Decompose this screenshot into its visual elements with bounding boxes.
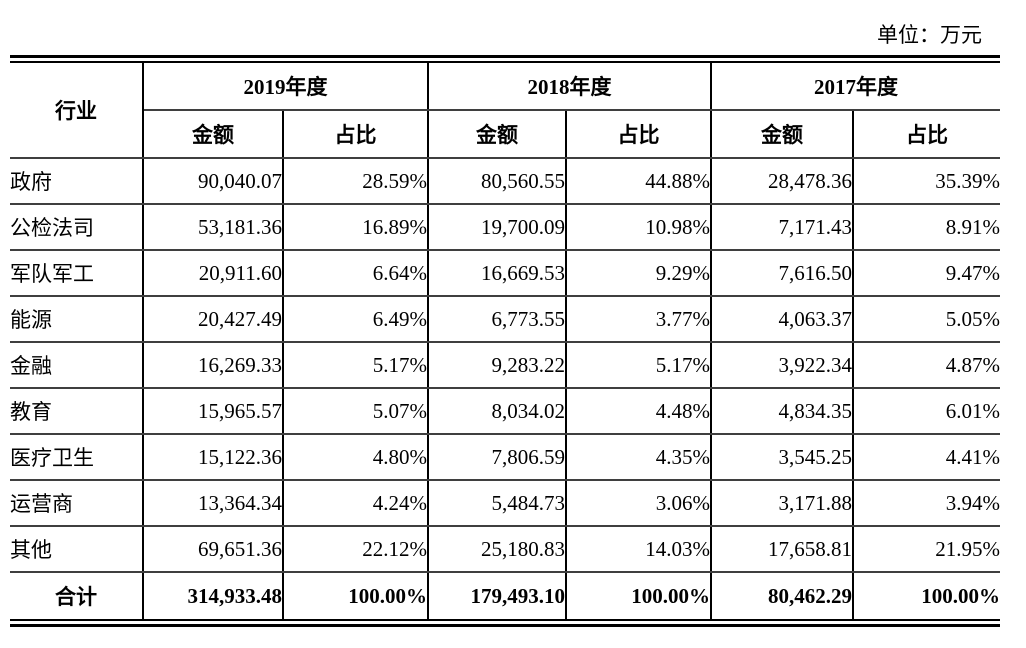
ratio-cell: 4.41% xyxy=(852,433,1000,481)
table-row: 公检法司 53,181.36 16.89% 19,700.09 10.98% 7… xyxy=(10,203,1000,251)
ratio-cell: 4.35% xyxy=(565,433,712,481)
industry-cell: 公检法司 xyxy=(10,203,144,251)
ratio-cell: 4.24% xyxy=(282,479,429,527)
industry-cell: 其他 xyxy=(10,525,144,573)
amount-cell: 19,700.09 xyxy=(427,203,567,251)
col-header-amount-2018: 金额 xyxy=(427,109,567,159)
industry-cell: 医疗卫生 xyxy=(10,433,144,481)
total-ratio-cell: 100.00% xyxy=(282,571,429,619)
total-amount-cell: 80,462.29 xyxy=(710,571,854,619)
total-row: 合计 314,933.48 100.00% 179,493.10 100.00%… xyxy=(10,571,1000,619)
amount-cell: 80,560.55 xyxy=(427,157,567,205)
amount-cell: 16,269.33 xyxy=(142,341,284,389)
ratio-cell: 4.80% xyxy=(282,433,429,481)
amount-cell: 28,478.36 xyxy=(710,157,854,205)
ratio-cell: 35.39% xyxy=(852,157,1000,205)
amount-cell: 17,658.81 xyxy=(710,525,854,573)
col-header-amount-2017: 金额 xyxy=(710,109,854,159)
ratio-cell: 4.87% xyxy=(852,341,1000,389)
amount-cell: 3,922.34 xyxy=(710,341,854,389)
ratio-cell: 6.01% xyxy=(852,387,1000,435)
ratio-cell: 16.89% xyxy=(282,203,429,251)
industry-cell: 教育 xyxy=(10,387,144,435)
table-row: 军队军工 20,911.60 6.64% 16,669.53 9.29% 7,6… xyxy=(10,249,1000,297)
ratio-cell: 5.17% xyxy=(565,341,712,389)
amount-cell: 15,965.57 xyxy=(142,387,284,435)
total-ratio-cell: 100.00% xyxy=(565,571,712,619)
ratio-cell: 5.07% xyxy=(282,387,429,435)
ratio-cell: 28.59% xyxy=(282,157,429,205)
industry-cell: 军队军工 xyxy=(10,249,144,297)
amount-cell: 3,545.25 xyxy=(710,433,854,481)
col-header-year-2017: 2017年度 xyxy=(710,63,1000,111)
amount-cell: 7,171.43 xyxy=(710,203,854,251)
industry-revenue-table: 行业 2019年度 2018年度 2017年度 金额 占比 金额 占比 金额 占… xyxy=(10,63,1000,619)
amount-cell: 9,283.22 xyxy=(427,341,567,389)
amount-cell: 8,034.02 xyxy=(427,387,567,435)
ratio-cell: 9.47% xyxy=(852,249,1000,297)
col-header-ratio-2018: 占比 xyxy=(565,109,712,159)
amount-cell: 3,171.88 xyxy=(710,479,854,527)
total-label-cell: 合计 xyxy=(10,571,144,619)
ratio-cell: 3.77% xyxy=(565,295,712,343)
ratio-cell: 4.48% xyxy=(565,387,712,435)
col-header-amount-2019: 金额 xyxy=(143,109,284,159)
table-bottom-double-rule xyxy=(10,619,1000,627)
ratio-cell: 3.94% xyxy=(852,479,1000,527)
amount-cell: 4,834.35 xyxy=(710,387,854,435)
amount-cell: 53,181.36 xyxy=(142,203,284,251)
industry-cell: 能源 xyxy=(10,295,144,343)
amount-cell: 20,427.49 xyxy=(142,295,284,343)
metric-header-row: 金额 占比 金额 占比 金额 占比 xyxy=(10,109,1000,159)
ratio-cell: 9.29% xyxy=(565,249,712,297)
amount-cell: 69,651.36 xyxy=(142,525,284,573)
table-top-double-rule xyxy=(10,55,1000,63)
ratio-cell: 44.88% xyxy=(565,157,712,205)
ratio-cell: 5.17% xyxy=(282,341,429,389)
amount-cell: 4,063.37 xyxy=(710,295,854,343)
total-ratio-cell: 100.00% xyxy=(852,571,1000,619)
total-amount-cell: 314,933.48 xyxy=(142,571,284,619)
table-row: 其他 69,651.36 22.12% 25,180.83 14.03% 17,… xyxy=(10,525,1000,573)
amount-cell: 7,616.50 xyxy=(710,249,854,297)
ratio-cell: 14.03% xyxy=(565,525,712,573)
ratio-cell: 3.06% xyxy=(565,479,712,527)
ratio-cell: 6.64% xyxy=(282,249,429,297)
amount-cell: 16,669.53 xyxy=(427,249,567,297)
amount-cell: 15,122.36 xyxy=(142,433,284,481)
ratio-cell: 10.98% xyxy=(565,203,712,251)
amount-cell: 5,484.73 xyxy=(427,479,567,527)
industry-cell: 金融 xyxy=(10,341,144,389)
total-amount-cell: 179,493.10 xyxy=(427,571,567,619)
amount-cell: 13,364.34 xyxy=(142,479,284,527)
table-row: 金融 16,269.33 5.17% 9,283.22 5.17% 3,922.… xyxy=(10,341,1000,389)
industry-cell: 政府 xyxy=(10,157,144,205)
col-header-industry: 行业 xyxy=(10,63,144,159)
col-header-ratio-2017: 占比 xyxy=(852,109,1000,159)
industry-cell: 运营商 xyxy=(10,479,144,527)
col-header-ratio-2019: 占比 xyxy=(282,109,429,159)
unit-label: 单位：万元 xyxy=(877,23,982,47)
amount-cell: 90,040.07 xyxy=(142,157,284,205)
table-row: 政府 90,040.07 28.59% 80,560.55 44.88% 28,… xyxy=(10,157,1000,205)
amount-cell: 25,180.83 xyxy=(427,525,567,573)
year-header-row: 行业 2019年度 2018年度 2017年度 xyxy=(10,63,1000,159)
industry-table-container: 行业 2019年度 2018年度 2017年度 金额 占比 金额 占比 金额 占… xyxy=(10,55,1000,627)
col-header-year-2019: 2019年度 xyxy=(142,63,429,111)
ratio-cell: 22.12% xyxy=(282,525,429,573)
ratio-cell: 8.91% xyxy=(852,203,1000,251)
amount-cell: 6,773.55 xyxy=(427,295,567,343)
table-row: 能源 20,427.49 6.49% 6,773.55 3.77% 4,063.… xyxy=(10,295,1000,343)
table-row: 医疗卫生 15,122.36 4.80% 7,806.59 4.35% 3,54… xyxy=(10,433,1000,481)
table-row: 运营商 13,364.34 4.24% 5,484.73 3.06% 3,171… xyxy=(10,479,1000,527)
ratio-cell: 6.49% xyxy=(282,295,429,343)
table-row: 教育 15,965.57 5.07% 8,034.02 4.48% 4,834.… xyxy=(10,387,1000,435)
col-header-year-2018: 2018年度 xyxy=(427,63,712,111)
amount-cell: 7,806.59 xyxy=(427,433,567,481)
amount-cell: 20,911.60 xyxy=(142,249,284,297)
ratio-cell: 21.95% xyxy=(852,525,1000,573)
ratio-cell: 5.05% xyxy=(852,295,1000,343)
